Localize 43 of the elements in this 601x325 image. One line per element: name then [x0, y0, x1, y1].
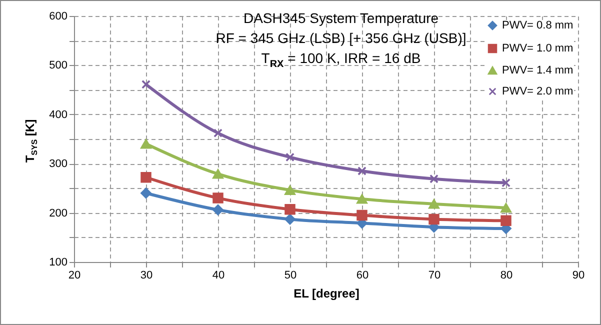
point: [142, 80, 150, 89]
point: [500, 215, 512, 226]
point: [212, 169, 224, 179]
point: [502, 178, 510, 188]
point: [284, 204, 296, 215]
y-tick-label: 400: [49, 108, 68, 121]
point: [428, 214, 440, 225]
y-tick-label: 200: [49, 207, 68, 220]
legend-label: PWV= 0.8 mm: [502, 20, 574, 32]
point: [430, 174, 438, 184]
y-tick-label: 500: [49, 60, 68, 72]
point: [356, 194, 368, 204]
point: [286, 152, 294, 162]
legend-label: PWV= 1.0 mm: [502, 42, 574, 54]
point: [358, 166, 366, 176]
point: [140, 139, 152, 149]
point: [284, 185, 296, 195]
point: [140, 188, 152, 198]
point: [140, 172, 152, 183]
y-tick-label: 600: [49, 10, 68, 22]
x-tick-label: 50: [284, 270, 297, 282]
x-tick-label: 80: [500, 270, 513, 282]
x-tick-label: 40: [212, 270, 225, 282]
y-tick-label: 100: [49, 256, 68, 268]
x-tick-label: 90: [572, 270, 585, 282]
point: [284, 214, 296, 225]
point: [214, 128, 222, 138]
x-tick-label: 70: [428, 270, 441, 282]
point: [428, 199, 440, 209]
legend-label: PWV= 1.4 mm: [502, 64, 574, 76]
text: RF = 345 GHz (LSB) [+ 356 GHz (USB)]: [214, 29, 468, 48]
chart-title: DASH345 System Temperature: [242, 9, 440, 28]
y-tick-label: 300: [49, 158, 68, 170]
x-tick-label: 20: [68, 270, 81, 282]
point: [356, 210, 368, 221]
annotation: T$_{RX}$ = 100 K, IRR = 16 dB: [260, 49, 422, 72]
x-axis-title: EL [degree]: [294, 286, 360, 300]
point: [212, 204, 224, 216]
x-tick-label: 60: [356, 270, 369, 282]
legend-label: PWV= 2.0 mm: [502, 86, 574, 98]
x-tick-label: 30: [140, 270, 153, 282]
point: [212, 192, 224, 204]
point: [500, 203, 512, 213]
